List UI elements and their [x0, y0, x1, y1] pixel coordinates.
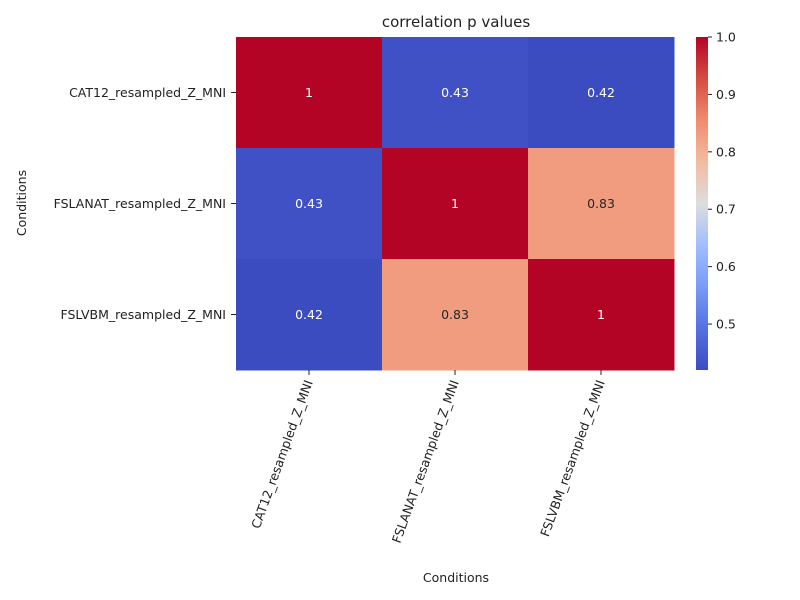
cell-annotation: 0.42	[587, 85, 615, 100]
cell-annotation: 0.43	[295, 196, 323, 211]
x-tick-label: FSLVBM_resampled_Z_MNI	[537, 378, 608, 539]
colorbar-tick-label: 0.5	[716, 317, 736, 332]
heatmap-cell	[382, 148, 529, 260]
colorbar-tick-label: 1.0	[716, 30, 736, 45]
x-tick-label: FSLANAT_resampled_Z_MNI	[389, 378, 462, 545]
heatmap-cell	[236, 37, 383, 149]
x-axis-ticks: CAT12_resampled_Z_MNI FSLANAT_resampled_Z…	[248, 370, 608, 545]
y-axis-ticks: CAT12_resampled_Z_MNI FSLANAT_resampled_Z…	[54, 85, 236, 322]
cell-annotation: 1	[597, 307, 605, 322]
heatmap-cell	[528, 148, 675, 260]
colorbar-tick-label: 0.8	[716, 144, 736, 159]
heatmap-cell	[236, 259, 383, 371]
cell-annotation: 0.83	[441, 307, 469, 322]
colorbar-ticks: 0.5 0.6 0.7 0.8 0.9 1.0	[708, 30, 736, 332]
cell-annotation: 1	[451, 196, 459, 211]
heatmap-cell	[382, 259, 529, 371]
cell-annotation: 1	[305, 85, 313, 100]
y-tick-label: FSLVBM_resampled_Z_MNI	[61, 307, 226, 322]
colorbar-gradient	[696, 37, 708, 370]
y-tick-label: CAT12_resampled_Z_MNI	[69, 85, 226, 100]
heatmap-cell	[528, 259, 675, 371]
colorbar-tick-label: 0.6	[716, 259, 736, 274]
y-tick-label: FSLANAT_resampled_Z_MNI	[54, 196, 226, 211]
chart-title: correlation p values	[382, 13, 531, 31]
colorbar-tick-label: 0.9	[716, 87, 736, 102]
y-axis-label: Conditions	[14, 170, 29, 236]
x-tick-label: CAT12_resampled_Z_MNI	[248, 378, 316, 531]
cell-annotation: 0.42	[295, 307, 323, 322]
colorbar-tick-label: 0.7	[716, 202, 736, 217]
heatmap-cell	[528, 37, 675, 149]
cell-annotation: 0.83	[587, 196, 615, 211]
colorbar: 0.5 0.6 0.7 0.8 0.9 1.0	[696, 30, 736, 370]
heatmap-cell	[236, 148, 383, 260]
x-axis-label: Conditions	[423, 570, 489, 585]
cell-annotation: 0.43	[441, 85, 469, 100]
heatmap-cells: 1 0.43 0.42 0.43 1 0.83 0.42 0.83 1	[236, 37, 675, 371]
heatmap-cell	[382, 37, 529, 149]
